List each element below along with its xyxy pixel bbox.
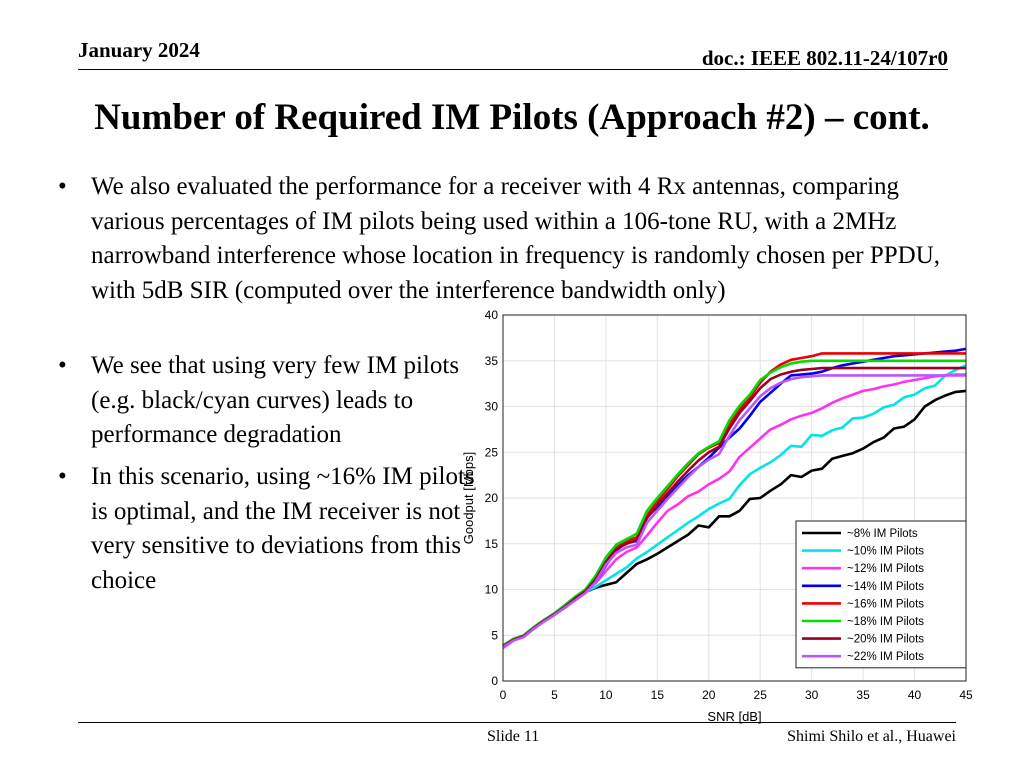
bullet-text: We see that using very few IM pilots (e.… xyxy=(91,352,460,448)
series-line-6 xyxy=(502,366,966,648)
y-tick-label: 10 xyxy=(485,583,499,597)
x-tick-label: 20 xyxy=(702,688,716,702)
y-tick-label: 5 xyxy=(491,628,498,642)
bullet-dot-icon: • xyxy=(58,173,67,200)
plot-frame xyxy=(502,314,967,682)
footer-author: Shimi Shilo et al., Huawei xyxy=(787,728,956,745)
series-line-7 xyxy=(502,374,966,649)
legend-label: ~8% IM Pilots xyxy=(847,528,918,540)
legend-box xyxy=(795,520,967,669)
bullet-dot-icon: • xyxy=(58,352,67,379)
slide-number: Slide 11 xyxy=(487,728,540,745)
y-tick-label: 20 xyxy=(485,491,499,505)
series-line-5 xyxy=(502,359,966,647)
y-tick-label: 40 xyxy=(485,308,499,322)
x-axis-label: SNR [dB] xyxy=(707,709,761,724)
x-tick-label: 40 xyxy=(908,688,922,702)
y-axis-label: Goodput [Mbps] xyxy=(461,452,476,545)
footer-divider xyxy=(78,722,956,723)
bullet-text: We also evaluated the performance for a … xyxy=(91,173,941,304)
header-doc-id: doc.: IEEE 802.11-24/107r0 xyxy=(701,46,948,70)
y-tick-label: 35 xyxy=(485,354,499,368)
x-tick-label: 25 xyxy=(754,688,768,702)
bullet-text: In this scenario, using ~16% IM pilots i… xyxy=(91,463,475,594)
legend-label: ~10% IM Pilots xyxy=(847,546,924,558)
legend-label: ~18% IM Pilots xyxy=(847,616,924,628)
x-tick-label: 30 xyxy=(805,688,819,702)
series-group xyxy=(502,347,967,650)
y-tick-label: 0 xyxy=(491,674,498,688)
legend-label: ~16% IM Pilots xyxy=(847,598,924,610)
x-tick-label: 45 xyxy=(959,688,973,702)
legend-label: ~14% IM Pilots xyxy=(847,581,924,593)
y-tick-label: 30 xyxy=(485,400,499,414)
slide-title: Number of Required IM Pilots (Approach #… xyxy=(94,97,930,138)
header-divider xyxy=(78,69,948,70)
y-tick-label: 15 xyxy=(485,537,499,551)
tick-labels: 0 5 10 15 20 25 30 35 40 45 0 5 10 15 20 25 30 35 40 xyxy=(485,308,973,702)
y-tick-label: 25 xyxy=(485,445,499,459)
header-date: January 2024 xyxy=(78,38,200,62)
legend-label: ~20% IM Pilots xyxy=(847,634,924,646)
x-tick-label: 10 xyxy=(599,688,613,702)
bullet-dot-icon: • xyxy=(58,463,67,490)
legend: ~8% IM Pilots ~10% IM Pilots ~12% IM Pilot… xyxy=(795,520,967,669)
x-tick-label: 35 xyxy=(856,688,870,702)
x-tick-label: 0 xyxy=(500,688,507,702)
legend-label: ~22% IM Pilots xyxy=(847,651,924,663)
x-tick-label: 15 xyxy=(651,688,665,702)
x-tick-label: 5 xyxy=(551,688,558,702)
legend-label: ~12% IM Pilots xyxy=(847,563,924,575)
